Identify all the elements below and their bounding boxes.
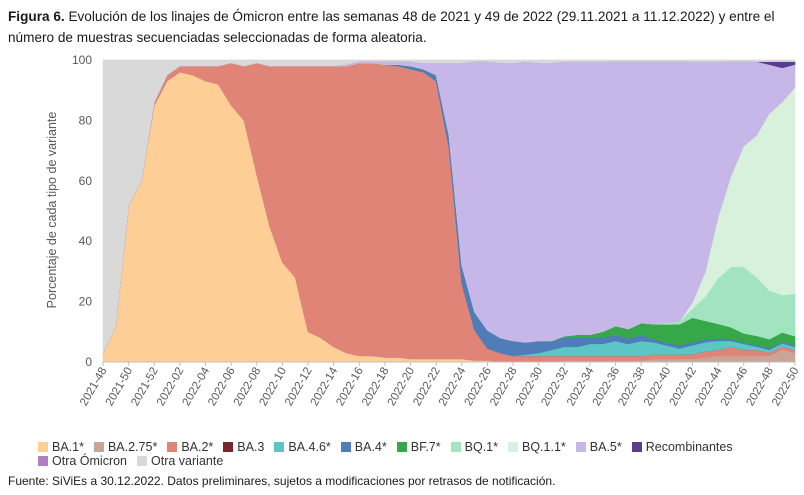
y-tick-label: 80 — [79, 113, 93, 127]
legend-swatch — [93, 442, 104, 452]
legend-swatch — [38, 442, 48, 452]
legend-item: BA.4* — [340, 440, 387, 454]
source-note: Fuente: SiViEs a 30.12.2022. Datos preli… — [8, 474, 556, 488]
legend-label: BA.5* — [589, 440, 622, 454]
y-tick-label: 20 — [79, 295, 93, 309]
y-axis: 0 20 40 60 80 100 — [72, 53, 92, 369]
legend-label: BQ.1.1* — [522, 440, 566, 454]
stacked-area-chart: 0 20 40 60 80 100 2021-482021-502021-522022-0… — [45, 53, 802, 408]
legend-swatch — [396, 442, 407, 452]
legend-row: Otra Ómicron Otra variante — [38, 454, 798, 468]
legend-item: BA.5* — [575, 440, 622, 454]
legend-label: BQ.1* — [464, 440, 498, 454]
legend-item: BQ.1* — [450, 440, 498, 454]
legend-swatch — [38, 456, 48, 466]
series-areas — [102, 59, 796, 363]
legend-swatch — [274, 442, 285, 452]
legend-item: Otra variante — [137, 454, 223, 468]
legend-item: Recombinantes — [631, 440, 733, 454]
legend-label: BA.4.6* — [288, 440, 331, 454]
y-tick-label: 0 — [85, 355, 92, 369]
y-tick-label: 60 — [79, 174, 93, 188]
legend-swatch — [340, 442, 351, 452]
y-tick-label: 40 — [79, 234, 93, 248]
legend-row: BA.1* BA.2.75* BA.2* BA.3 BA.4.6* BA.4* BF.7* B… — [38, 440, 798, 454]
legend-item: BA.2.75* — [93, 440, 158, 454]
legend-label: BA.4* — [354, 440, 387, 454]
figure-title: Figura 6. Evolución de los linajes de Óm… — [8, 6, 798, 48]
legend-swatch — [575, 442, 586, 452]
legend-label: BA.3 — [237, 440, 265, 454]
figure-number: Figura 6. — [8, 9, 65, 24]
legend-item: BA.1* — [38, 440, 84, 454]
legend-label: BA.1* — [52, 440, 84, 454]
legend-label: BA.2.75* — [107, 440, 158, 454]
legend-item: BQ.1.1* — [508, 440, 566, 454]
y-tick-label: 100 — [72, 53, 92, 67]
legend-label: BA.2* — [181, 440, 214, 454]
legend-item: BA.3 — [223, 440, 264, 454]
x-axis: 2021-482021-502021-522022-022022-042022-… — [78, 361, 802, 408]
legend-item: BA.2* — [167, 440, 213, 454]
legend-label: Otra Ómicron — [52, 454, 128, 468]
series-area-otra-variante — [102, 59, 796, 354]
chart-legend: BA.1* BA.2.75* BA.2* BA.3 BA.4.6* BA.4* BF.7* B… — [38, 440, 798, 468]
legend-item: BA.4.6* — [274, 440, 331, 454]
legend-label: Recombinantes — [645, 440, 733, 454]
legend-swatch — [450, 442, 461, 452]
legend-swatch — [137, 456, 148, 466]
legend-label: Otra variante — [151, 454, 224, 468]
legend-item: BF.7* — [396, 440, 441, 454]
legend-swatch — [223, 442, 234, 452]
legend-swatch — [508, 442, 518, 452]
legend-swatch — [631, 442, 642, 452]
y-axis-label: Porcentaje de cada tipo de variante — [45, 112, 59, 309]
legend-item: Otra Ómicron — [38, 454, 127, 468]
legend-label: BF.7* — [410, 440, 441, 454]
legend-swatch — [167, 442, 178, 452]
figure-caption: Evolución de los linajes de Ómicron entr… — [8, 9, 775, 45]
